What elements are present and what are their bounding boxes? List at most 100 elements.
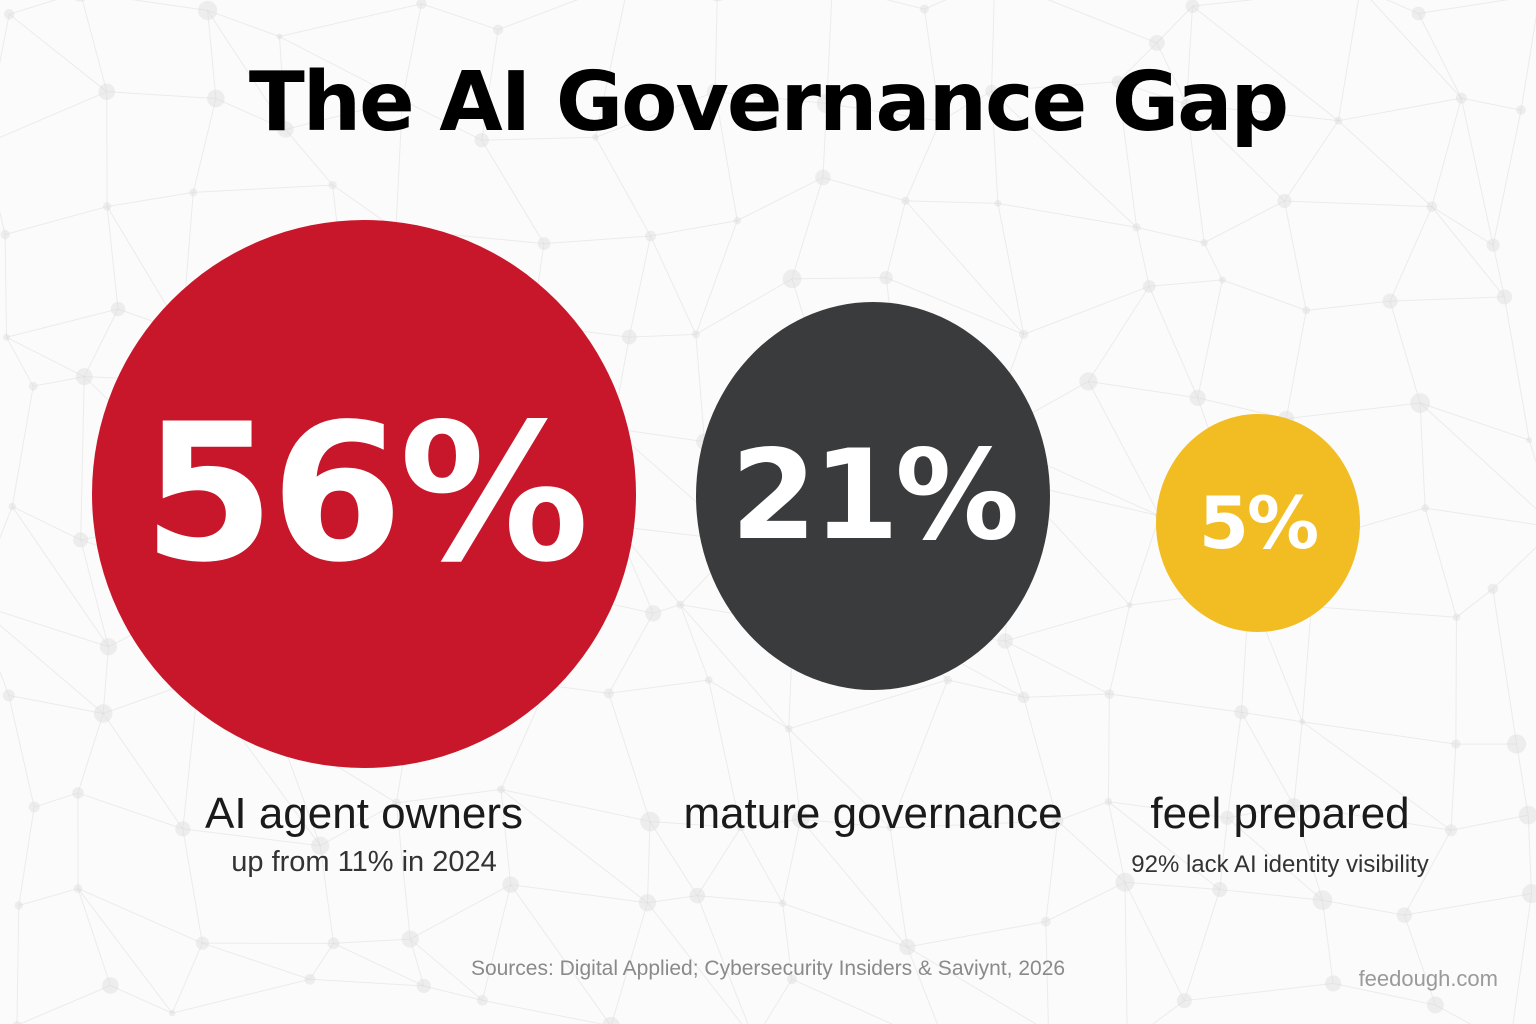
network-link	[1108, 801, 1228, 819]
network-node	[1148, 34, 1165, 51]
network-node	[645, 230, 656, 242]
network-link	[649, 821, 741, 829]
network-link	[695, 278, 793, 335]
network-link	[1286, 402, 1421, 420]
network-node	[328, 180, 337, 190]
network-link	[708, 679, 789, 730]
network-link	[1431, 98, 1462, 207]
network-link	[1117, 42, 1158, 83]
network-link	[1124, 882, 1128, 1024]
network-node	[1142, 279, 1156, 293]
network-node	[474, 133, 489, 148]
network-link	[1108, 604, 1131, 695]
network-node	[1176, 993, 1192, 1009]
network-node	[1445, 824, 1458, 837]
network-link	[1322, 899, 1405, 916]
network-link	[696, 895, 749, 1024]
network-node	[1486, 238, 1500, 252]
network-link	[11, 506, 109, 648]
network-link	[1088, 380, 1198, 399]
network-node	[638, 894, 657, 912]
network-link	[543, 235, 651, 245]
network-link	[481, 139, 545, 244]
network-link	[500, 788, 651, 823]
network-link	[215, 98, 286, 130]
network-node	[1522, 884, 1536, 904]
network-link	[401, 3, 422, 101]
network-node	[93, 704, 113, 723]
network-link	[1045, 881, 1126, 923]
network-node	[1111, 75, 1124, 88]
network-link	[788, 728, 891, 829]
network-node	[3, 333, 11, 341]
network-link	[192, 98, 217, 193]
network-node	[476, 994, 488, 1006]
network-link	[4, 234, 8, 338]
network-link	[0, 14, 10, 64]
network-node	[4, 9, 15, 20]
network-node	[1518, 805, 1536, 825]
network-node	[12, 1020, 22, 1024]
network-node	[1455, 92, 1467, 104]
network-link	[77, 713, 104, 794]
network-node	[1421, 504, 1429, 512]
network-link	[679, 604, 790, 730]
network-link	[106, 206, 119, 310]
network-node	[1516, 105, 1526, 115]
network-link	[1023, 697, 1059, 821]
network-node	[712, 0, 723, 2]
network-link	[1293, 721, 1303, 806]
network-link	[695, 334, 705, 442]
network-link	[1512, 893, 1533, 1024]
network-link	[1149, 279, 1223, 287]
network-link	[1087, 286, 1150, 382]
network-link	[1117, 81, 1187, 105]
network-link	[34, 792, 79, 808]
network-link	[1284, 120, 1339, 202]
network-node	[73, 884, 83, 893]
network-link	[1321, 900, 1334, 984]
network-link	[608, 693, 651, 822]
network-node	[786, 974, 797, 985]
network-node	[997, 633, 1013, 649]
network-link	[481, 29, 499, 141]
network-node	[691, 330, 700, 339]
network-node	[28, 381, 38, 391]
network-link	[1227, 805, 1294, 819]
network-link	[1057, 801, 1109, 822]
network-link	[285, 129, 334, 186]
network-node	[1312, 890, 1333, 911]
network-link	[1301, 606, 1312, 722]
network-node	[1040, 916, 1051, 927]
network-node	[102, 202, 112, 211]
network-link	[1045, 921, 1049, 1024]
network-link	[653, 604, 681, 614]
network-node	[1212, 882, 1228, 898]
network-link	[1219, 817, 1228, 890]
network-link	[1455, 617, 1457, 745]
network-link	[279, 36, 403, 101]
network-link	[791, 978, 894, 1024]
network-link	[481, 136, 596, 141]
network-link	[0, 670, 10, 696]
network-link	[1418, 13, 1462, 99]
network-node	[1496, 289, 1513, 305]
network-link	[320, 802, 397, 847]
network-link	[402, 99, 482, 141]
network-link	[1156, 5, 1193, 44]
network-node	[1382, 293, 1398, 309]
network-link	[890, 820, 1058, 829]
network-link	[1389, 206, 1433, 302]
network-node	[72, 787, 84, 799]
network-node	[689, 887, 706, 904]
network-link	[1129, 515, 1161, 606]
network-link	[740, 818, 801, 829]
network-link	[1424, 507, 1457, 618]
network-link	[782, 903, 793, 980]
network-link	[1306, 300, 1391, 311]
network-link	[714, 0, 718, 92]
network-link	[1338, 120, 1433, 208]
network-link	[800, 818, 891, 829]
network-link	[0, 611, 109, 648]
